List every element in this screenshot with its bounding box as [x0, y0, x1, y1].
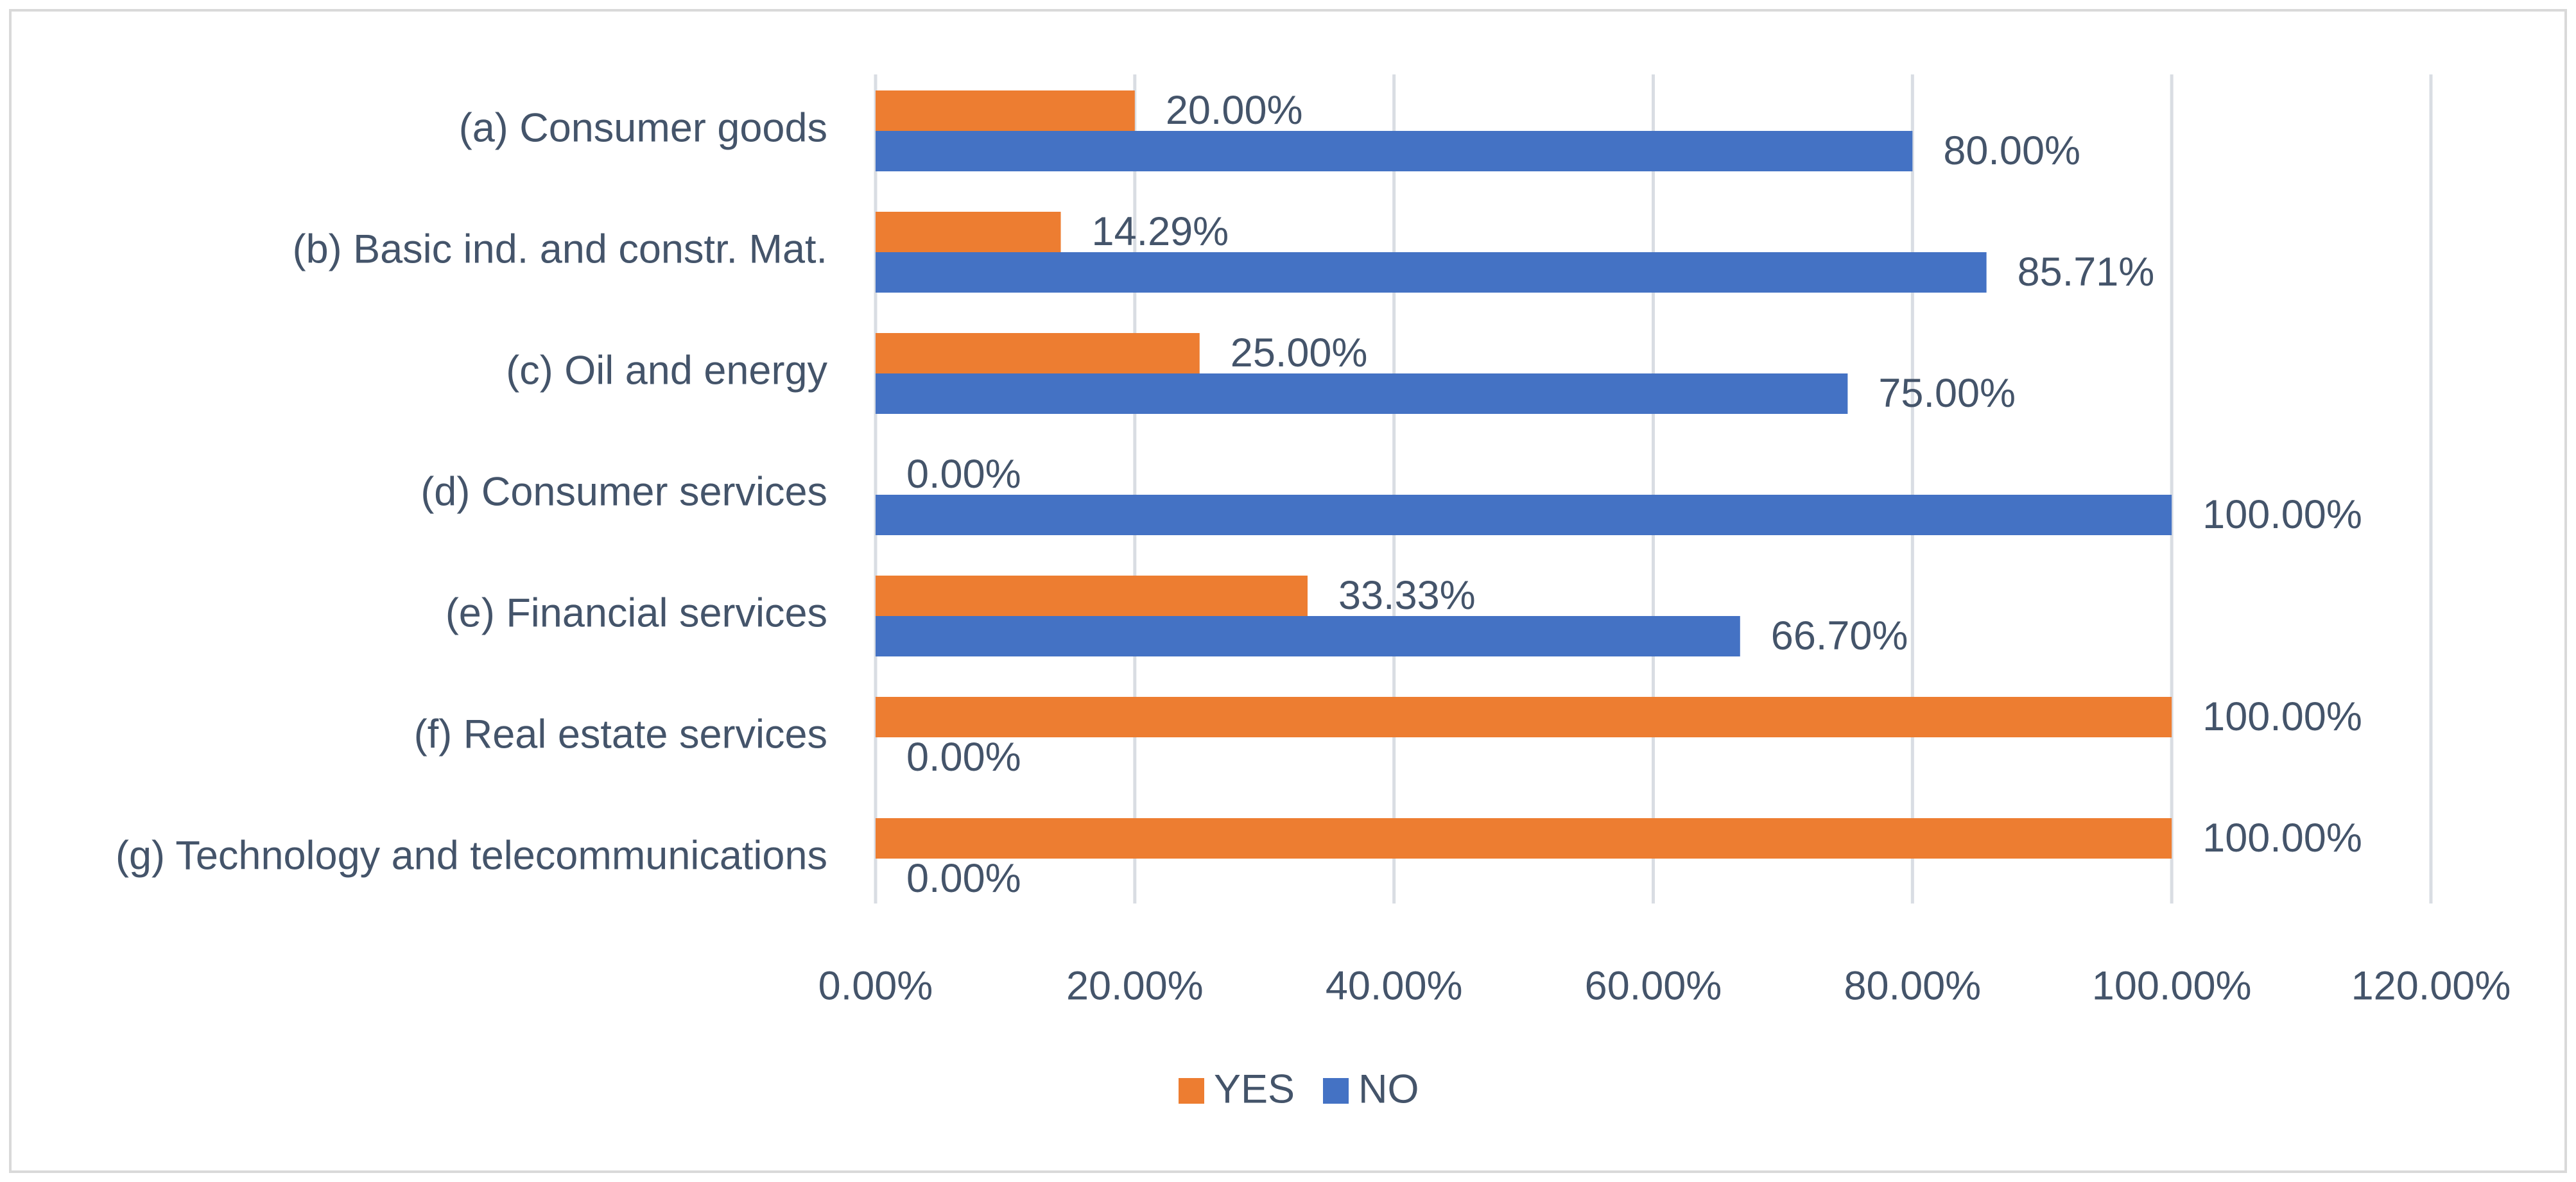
category-axis-labels: (a) Consumer goods (b) Basic ind. and con… [116, 106, 827, 878]
bar-no [876, 373, 1848, 414]
category-label: (a) Consumer goods [459, 106, 827, 151]
chart-frame: 20.00% 80.00% 14.29% 85.71% 25.00% 75.00% 0.00… [9, 9, 2567, 1173]
data-label-yes: 0.00% [906, 452, 1021, 497]
data-label-no: 66.70% [1771, 613, 1908, 658]
legend-swatch-yes [1179, 1078, 1204, 1104]
data-label-no: 0.00% [906, 856, 1021, 901]
bar-yes [876, 697, 2172, 737]
x-tick-label: 0.00% [818, 964, 933, 1009]
x-tick-label: 100.00% [2092, 964, 2252, 1009]
bar-no [876, 495, 2172, 535]
gridlines [874, 74, 2433, 904]
bar-yes [876, 212, 1061, 252]
data-label-no: 75.00% [1878, 371, 2016, 416]
data-label-yes: 100.00% [2202, 694, 2362, 739]
data-label-yes: 25.00% [1231, 330, 1368, 375]
category-label: (d) Consumer services [420, 470, 827, 515]
category-label: (e) Financial services [445, 591, 827, 636]
legend: YES NO [1179, 1067, 1419, 1112]
bar-no [876, 616, 1740, 656]
x-tick-label: 60.00% [1585, 964, 1722, 1009]
bar-no [876, 252, 1987, 293]
category-label: (c) Oil and energy [506, 348, 827, 393]
data-labels: 20.00% 80.00% 14.29% 85.71% 25.00% 75.00% 0.00… [906, 88, 2362, 901]
bar-yes [876, 333, 1200, 373]
bar-yes [876, 90, 1135, 131]
legend-label-yes: YES [1214, 1067, 1295, 1112]
data-label-yes: 33.33% [1338, 573, 1476, 618]
bar-yes [876, 576, 1308, 616]
data-label-yes: 14.29% [1092, 209, 1229, 254]
data-label-no: 100.00% [2202, 492, 2362, 537]
value-axis-labels: 0.00% 20.00% 40.00% 60.00% 80.00% 100.00% 120.… [818, 964, 2511, 1009]
data-label-yes: 20.00% [1166, 88, 1303, 133]
bar-chart: 20.00% 80.00% 14.29% 85.71% 25.00% 75.00% 0.00… [116, 74, 2511, 1112]
x-tick-label: 20.00% [1066, 964, 1204, 1009]
category-label: (f) Real estate services [414, 712, 827, 757]
x-tick-label: 40.00% [1326, 964, 1463, 1009]
data-label-yes: 100.00% [2202, 816, 2362, 861]
category-label: (g) Technology and telecommunications [116, 834, 827, 878]
legend-swatch-no [1323, 1078, 1349, 1104]
x-tick-label: 120.00% [2351, 964, 2511, 1009]
legend-label-no: NO [1358, 1067, 1419, 1112]
data-label-no: 0.00% [906, 735, 1021, 780]
bars [876, 90, 2172, 859]
bar-yes [876, 818, 2172, 859]
bar-no [876, 131, 1913, 171]
data-label-no: 80.00% [1943, 128, 2080, 173]
category-label: (b) Basic ind. and constr. Mat. [293, 227, 827, 272]
data-label-no: 85.71% [2018, 250, 2155, 295]
x-tick-label: 80.00% [1844, 964, 1981, 1009]
